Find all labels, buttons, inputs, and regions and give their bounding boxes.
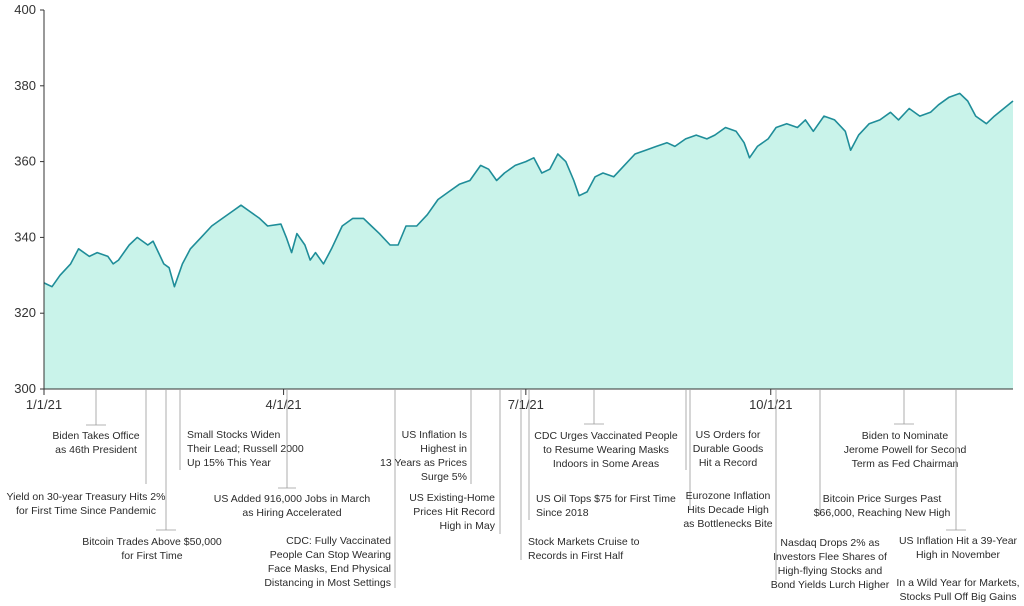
y-tick-label: 340 [14,229,36,244]
annotation-text: In a Wild Year for Markets, [896,577,1019,589]
annotation-text: Term as Fed Chairman [852,458,959,470]
annotation-text: US Inflation Hit a 39-Year [899,535,1018,547]
annotation-text: Bond Yields Lurch Higher [771,579,890,591]
annotation-text: Biden to Nominate [862,430,949,442]
annotation-text: US Oil Tops $75 for First Time [536,493,676,505]
annotation-text: CDC Urges Vaccinated People [534,430,678,442]
annotation-text: as Bottlenecks Bite [683,518,772,530]
annotation-text: Bitcoin Trades Above $50,000 [82,536,222,548]
axis-layer: 300 320 340 360 380 400 1/1/21 4/1/21 7/1/21 10/1… [14,2,1013,412]
annotation-text: Hit a Record [699,457,758,469]
annotation: Bitcoin Price Surges Past $66,000, Reachi… [814,389,951,519]
annotation-text: Up 15% This Year [187,457,271,469]
y-tick-label: 380 [14,78,36,93]
series-line [43,92,1014,288]
annotation-text: High in November [916,549,1001,561]
annotation-text: Biden Takes Office [52,430,139,442]
x-tick-label: 4/1/21 [266,397,302,412]
annotation-text: 13 Years as Prices [380,457,467,469]
annotation-text: to Resume Wearing Masks [543,444,669,456]
annotation-text: People Can Stop Wearing [270,549,391,561]
x-tick-label: 10/1/21 [749,397,792,412]
x-tick-label: 7/1/21 [508,397,544,412]
annotation: Eurozone Inflation Hits Decade High as Bot… [683,389,773,530]
annotation-text: $66,000, Reaching New High [814,507,951,519]
x-tick-label: 1/1/21 [26,397,62,412]
annotation-text: for First Time [121,550,182,562]
annotation-text: for First Time Since Pandemic [16,505,156,517]
annotation-text: Face Masks, End Physical [268,563,391,575]
annotation: Yield on 30-year Treasury Hits 2% for Fir… [7,389,166,517]
area-layer [43,92,1014,390]
annotation-text: Durable Goods [693,443,764,455]
annotation-text: Jerome Powell for Second [844,444,967,456]
annotation-text: Highest in [420,443,467,455]
annotation: US Inflation Is Highest in 13 Years as Pri… [380,389,472,484]
y-tick-label: 300 [14,381,36,396]
annotation-text: High-flying Stocks and [778,565,883,577]
y-tick-label: 320 [14,305,36,320]
area-fill [44,93,1013,390]
annotation-text: US Added 916,000 Jobs in March [214,493,371,505]
annotation-text: Stock Markets Cruise to [528,536,640,548]
annotation-text: CDC: Fully Vaccinated [286,535,391,547]
annotation: CDC: Fully Vaccinated People Can Stop Wea… [264,389,396,589]
annotation: US Orders for Durable Goods Hit a Record [685,389,764,470]
y-tick-label: 400 [14,2,36,17]
annotation: CDC Urges Vaccinated People to Resume Wea… [534,389,678,470]
annotation-text: Yield on 30-year Treasury Hits 2% [7,491,166,503]
annotation-text: Distancing in Most Settings [264,577,391,589]
y-tick-label: 360 [14,154,36,169]
annotation: US Oil Tops $75 for First Time Since 2018 [528,389,676,520]
annotation: Biden to Nominate Jerome Powell for Secon… [844,389,967,470]
annotation-text: as 46th President [55,444,137,456]
annotation-text: Surge 5% [421,471,467,483]
annotation-text: Hits Decade High [687,504,769,516]
annotation-text: Prices Hit Record [413,506,495,518]
annotation-text: Investors Flee Shares of [773,551,887,563]
annotation-text: US Existing-Home [409,492,495,504]
annotation-text: US Inflation Is [402,429,467,441]
annotation-text: Stocks Pull Off Big Gains [899,591,1016,603]
annotation: In a Wild Year for Markets, Stocks Pull O… [896,577,1019,603]
annotation-text: Nasdaq Drops 2% as [780,537,879,549]
annotation: Nasdaq Drops 2% as Investors Flee Shares … [771,389,890,591]
annotation: US Inflation Hit a 39-Year High in Novemb… [899,389,1018,561]
annotation-text: Indoors in Some Areas [553,458,659,470]
annotation: Stock Markets Cruise to Records in First … [520,389,640,562]
annotation-text: Bitcoin Price Surges Past [823,493,942,505]
annotation-text: Records in First Half [528,550,623,562]
annotation-text: Since 2018 [536,507,589,519]
annotation: Bitcoin Trades Above $50,000 for First Ti… [82,389,222,562]
annotation: Biden Takes Office as 46th President [52,389,140,456]
annotation: Small Stocks Widen Their Lead; Russell 20… [179,389,304,470]
annotation-text: US Orders for [696,429,761,441]
annotation: US Existing-Home Prices Hit Record High in… [409,389,501,534]
annotation-text: High in May [440,520,496,532]
annotation-text: Eurozone Inflation [686,490,771,502]
annotation-text: Their Lead; Russell 2000 [187,443,304,455]
annotation-text: Small Stocks Widen [187,429,281,441]
annotation-text: as Hiring Accelerated [242,507,341,519]
annotation: US Added 916,000 Jobs in March as Hiring … [214,389,371,519]
